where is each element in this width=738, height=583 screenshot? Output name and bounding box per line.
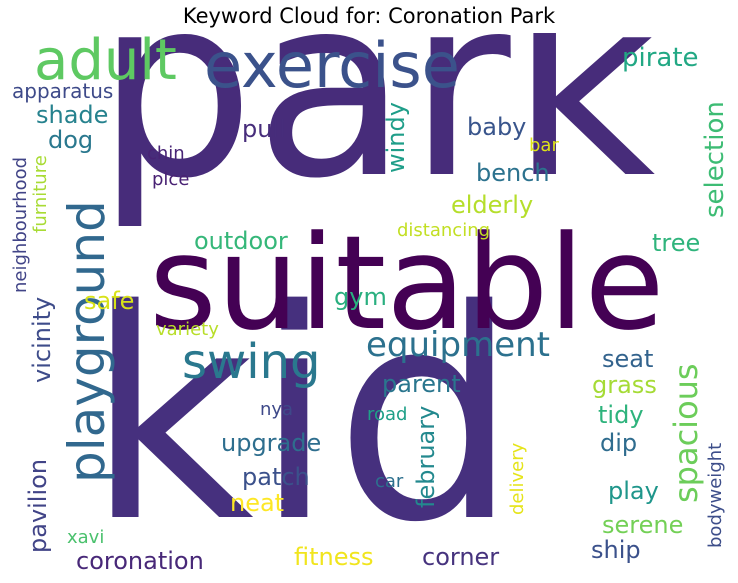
word-patch: patch (242, 463, 310, 491)
word-windy: windy (382, 102, 410, 173)
word-equipment: equipment (366, 325, 550, 365)
word-bench: bench (476, 159, 550, 187)
word-parent: parent (382, 370, 461, 398)
word-safe: safe (84, 287, 135, 315)
word-bar: bar (529, 135, 559, 156)
word-kid: kid (86, 249, 519, 581)
word-seat: seat (602, 345, 654, 373)
word-february: february (412, 405, 440, 508)
word-chin: chin (147, 143, 185, 164)
chart-title: Keyword Cloud for: Coronation Park (182, 4, 556, 28)
word-tree: tree (652, 229, 701, 257)
word-suitable: suitable (149, 207, 665, 359)
word-tidy: tidy (598, 401, 644, 429)
word-pavilion: pavilion (24, 458, 52, 553)
word-neighbourhood: neighbourhood (10, 156, 31, 293)
word-plce: plce (152, 169, 190, 190)
word-dip: dip (600, 429, 638, 457)
word-adult: adult (34, 33, 177, 93)
word-ship: ship (591, 536, 641, 564)
word-furniture: furniture (30, 155, 51, 233)
word-pirate: pirate (622, 43, 699, 73)
word-exercise: exercise (204, 33, 460, 102)
word-road: road (367, 404, 408, 425)
word-neat: neat (230, 489, 285, 517)
word-xavi: xavi (67, 527, 105, 548)
word-serene: serene (602, 511, 684, 539)
word-apparatus: apparatus (12, 79, 114, 103)
word-pull: pull (242, 115, 286, 143)
word-selection: selection (700, 101, 730, 218)
word-upgrade: upgrade (221, 429, 322, 457)
word-outdoor: outdoor (194, 227, 288, 255)
word-nya: nya (260, 399, 294, 420)
word-swing: swing (182, 334, 321, 390)
word-delivery: delivery (507, 442, 528, 515)
word-cloud: park kid suitable exercise adult playground sw… (4, 33, 734, 581)
word-shade: shade (36, 101, 109, 129)
word-bodyweight: bodyweight (705, 442, 726, 548)
word-gym: gym (334, 283, 387, 311)
word-fitness: fitness (294, 543, 374, 571)
word-dog: dog (48, 126, 94, 154)
word-spacious: spacious (667, 363, 705, 503)
word-distancing: distancing (397, 220, 491, 241)
word-elderly: elderly (451, 191, 534, 219)
word-corner: corner (422, 543, 500, 571)
word-variety: variety (156, 319, 219, 340)
word-park: park (96, 33, 656, 233)
word-baby: baby (467, 113, 527, 141)
word-play: play (608, 477, 659, 505)
word-grass: grass (592, 371, 657, 399)
word-vicinity: vicinity (28, 296, 56, 383)
word-playground: playground (58, 200, 116, 483)
word-coronation: coronation (76, 547, 204, 575)
word-car: car (375, 471, 404, 492)
